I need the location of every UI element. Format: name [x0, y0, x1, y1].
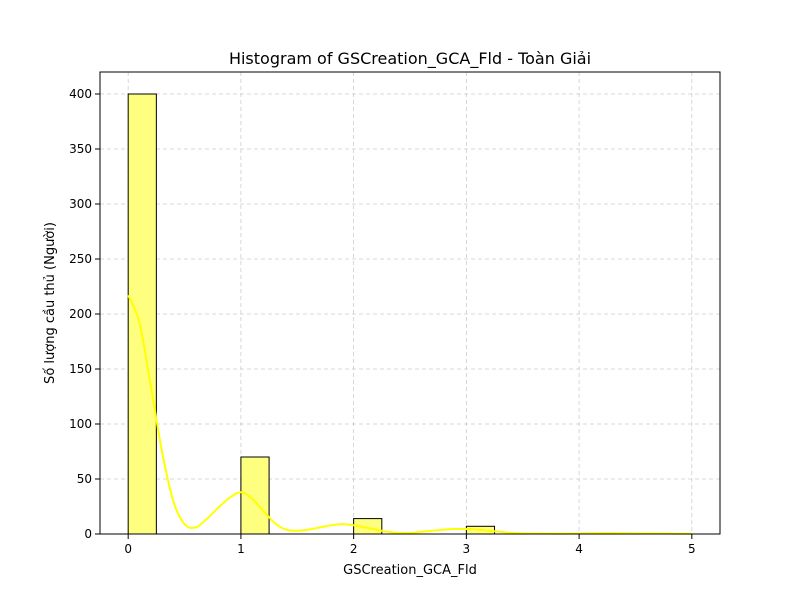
y-axis-ticks: 0 50 100 150 200 250 300 350 400: [69, 87, 100, 541]
plot-area-frame: [99, 71, 721, 535]
kde-line: [127, 294, 692, 535]
y-tick-label: 400: [69, 87, 92, 101]
histogram-bar: [240, 456, 270, 535]
x-tick-label: 5: [688, 542, 696, 556]
x-tick-label: 0: [124, 542, 132, 556]
y-tick-label: 200: [69, 307, 92, 321]
y-axis-label: Số lượng cầu thủ (Người): [43, 222, 58, 384]
x-tick-label: 1: [237, 542, 245, 556]
x-tick-label: 2: [350, 542, 358, 556]
y-tick-label: 350: [69, 142, 92, 156]
y-tick-label: 0: [84, 527, 92, 541]
x-tick-label: 3: [463, 542, 471, 556]
chart-title: Histogram of GSCreation_GCA_Fld - Toàn G…: [229, 49, 591, 69]
x-tick-label: 4: [575, 542, 583, 556]
y-tick-label: 50: [77, 472, 92, 486]
y-tick-label: 100: [69, 417, 92, 431]
y-tick-label: 300: [69, 197, 92, 211]
y-tick-label: 250: [69, 252, 92, 266]
x-axis-ticks: 0 1 2 3 4 5: [124, 534, 696, 556]
y-tick-label: 150: [69, 362, 92, 376]
kde-curve-layer: [127, 294, 692, 535]
x-axis-label: GSCreation_GCA_Fld: [343, 563, 477, 578]
histogram-bar: [127, 93, 157, 535]
histogram-bars: [127, 93, 496, 535]
